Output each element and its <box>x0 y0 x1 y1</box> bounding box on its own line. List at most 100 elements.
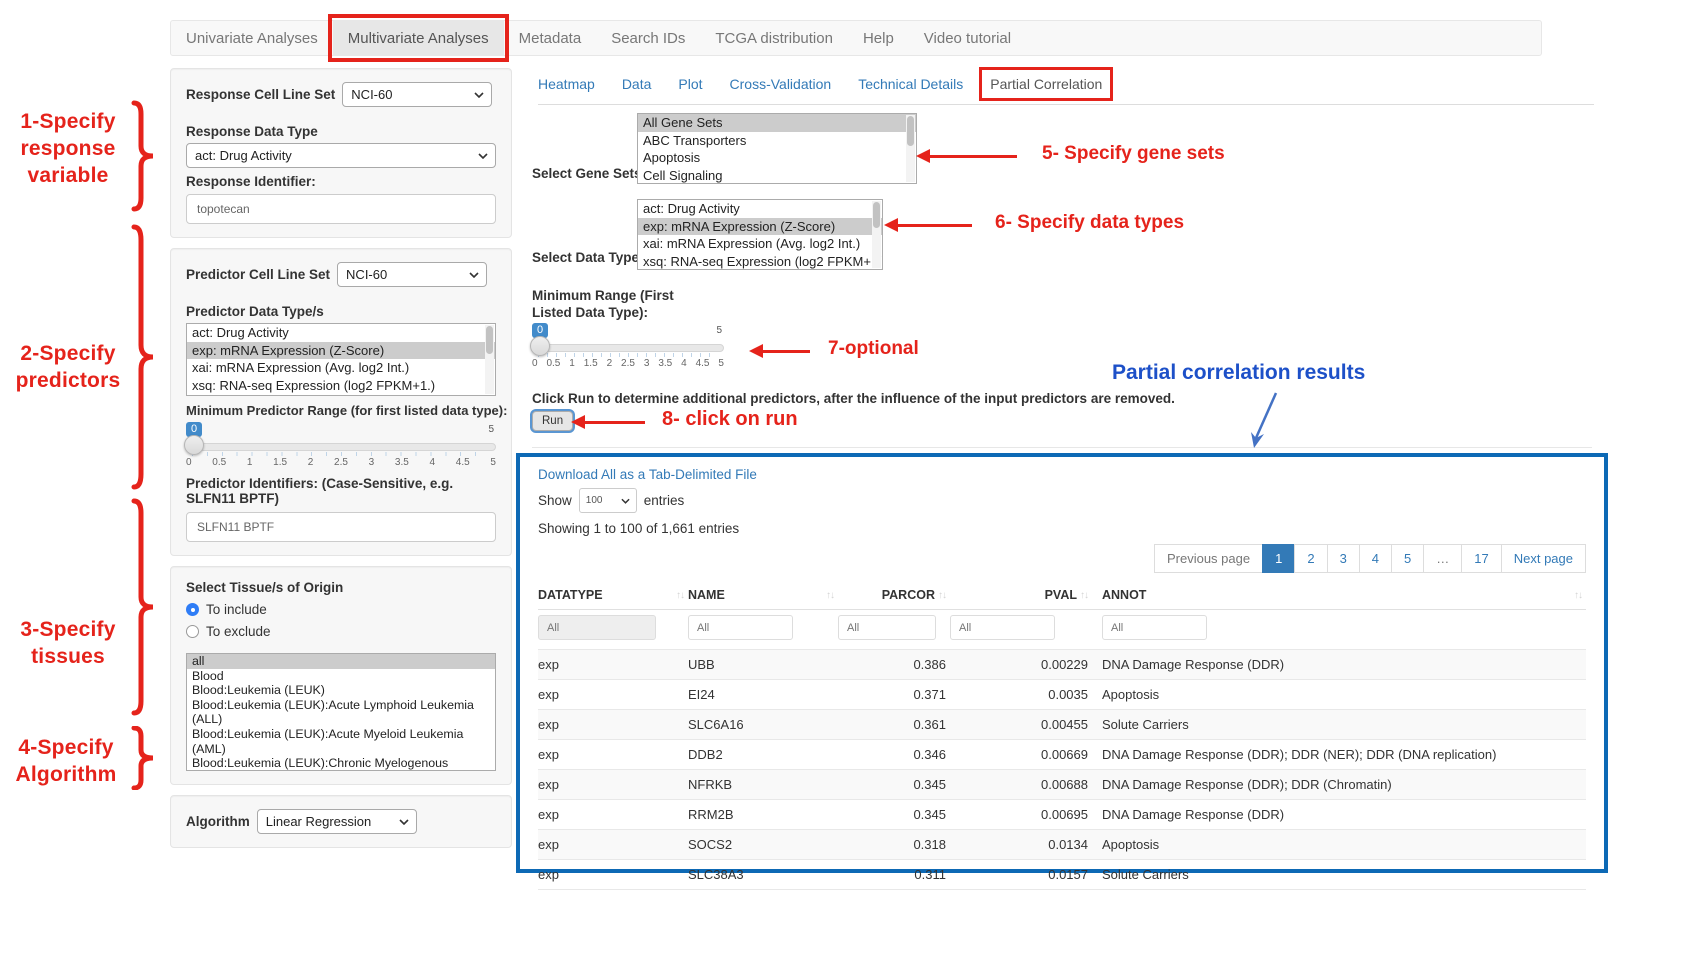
showing-entries-text: Showing 1 to 100 of 1,661 entries <box>538 521 740 536</box>
option-apoptosis[interactable]: Apoptosis <box>643 150 701 165</box>
option-tissue-all[interactable]: all <box>187 654 495 669</box>
column-header-parcor[interactable]: PARCOR ↑↓ <box>838 581 950 610</box>
top-navbar: Univariate Analyses Multivariate Analyse… <box>170 14 1542 62</box>
predictor-cell-line-set-select[interactable]: NCI-60 <box>337 262 488 287</box>
predictor-data-types-listbox: act: Drug Activity exp: mRNA Expression … <box>186 323 496 396</box>
option-tissue-blood[interactable]: Blood <box>192 668 224 683</box>
radio-include[interactable] <box>186 603 199 616</box>
pager-page-5[interactable]: 5 <box>1391 544 1425 573</box>
response-data-type-select[interactable]: act: Drug Activity <box>186 143 496 168</box>
filter-name[interactable] <box>688 615 793 640</box>
tab-plot[interactable]: Plot <box>678 76 703 92</box>
tab-technical-details[interactable]: Technical Details <box>858 76 964 92</box>
radio-exclude[interactable] <box>186 625 199 638</box>
algorithm-section: Algorithm Linear Regression <box>170 795 512 848</box>
response-cell-line-set-select[interactable]: NCI-60 <box>342 82 493 107</box>
option-all-gene-sets[interactable]: All Gene Sets <box>638 114 916 132</box>
option-xsq-rnaseq[interactable]: xsq: RNA-seq Expression (log2 FPKM+1.) <box>192 377 436 393</box>
tab-data[interactable]: Data <box>621 76 652 92</box>
response-cell-line-set-label: Response Cell Line Set <box>186 87 336 102</box>
nav-item-video-tutorial[interactable]: Video tutorial <box>923 29 1012 47</box>
scrollbar-thumb[interactable] <box>486 326 493 354</box>
option-tissue-cml[interactable]: Blood:Leukemia (LEUK):Chronic Myelogenou… <box>192 756 449 771</box>
tissue-section: Select Tissue/s of Origin To include To … <box>170 566 512 785</box>
predictor-cell-line-set-label: Predictor Cell Line Set <box>186 267 331 282</box>
scrollbar-thumb[interactable] <box>907 116 914 146</box>
pager-previous[interactable]: Previous page <box>1153 544 1264 573</box>
sort-icon[interactable]: ↑↓ <box>676 589 685 601</box>
annotation-step3: 3-Specify tissues <box>20 618 116 668</box>
option-cell-signaling[interactable]: Cell Signaling <box>643 167 723 183</box>
option-xsq-rnaseq[interactable]: xsq: RNA-seq Expression (log2 FPKM+1.) <box>643 253 883 269</box>
divider <box>532 447 1592 448</box>
filter-datatype[interactable] <box>538 615 656 640</box>
nav-item-metadata[interactable]: Metadata <box>518 29 582 47</box>
option-exp-mrna-zscore[interactable]: exp: mRNA Expression (Z-Score) <box>638 217 882 235</box>
pager-page-3[interactable]: 3 <box>1326 544 1360 573</box>
annotation-step2: 2-Specify predictors <box>15 342 121 392</box>
pager-page-1[interactable]: 1 <box>1262 544 1296 573</box>
slider-tick-labels: 0 0.5 1 1.5 2 2.5 3 3.5 4 4.5 5 <box>186 457 496 468</box>
option-tissue-leuk[interactable]: Blood:Leukemia (LEUK) <box>192 683 325 698</box>
nav-item-univariate-analyses[interactable]: Univariate Analyses <box>186 29 318 47</box>
table-row: exp DDB2 0.346 0.00669 DNA Damage Response (… <box>538 739 1586 770</box>
brace-predictors <box>131 224 154 490</box>
option-act-drug-activity[interactable]: act: Drug Activity <box>643 201 740 216</box>
option-xai-mrna[interactable]: xai: mRNA Expression (Avg. log2 Int.) <box>643 236 861 251</box>
scrollbar-thumb[interactable] <box>873 202 880 228</box>
filter-pval[interactable] <box>950 615 1055 640</box>
pager-page-4[interactable]: 4 <box>1358 544 1393 573</box>
filter-annot[interactable] <box>1102 615 1207 640</box>
nav-item-help[interactable]: Help <box>862 29 894 47</box>
select-gene-sets-label: Select Gene Sets <box>532 166 642 181</box>
option-abc-transporters[interactable]: ABC Transporters <box>643 132 747 148</box>
nav-item-tcga-distribution[interactable]: TCGA distribution <box>715 29 833 47</box>
sort-icon[interactable]: ↑↓ <box>1080 589 1089 601</box>
option-exp-mrna-zscore[interactable]: exp: mRNA Expression (Z-Score) <box>187 341 495 359</box>
slider-track[interactable] <box>186 443 496 451</box>
min-predictor-range-label: Minimum Predictor Range (for first liste… <box>186 403 508 418</box>
arrow-to-data-types <box>884 218 972 232</box>
option-xai-mrna[interactable]: xai: mRNA Expression (Avg. log2 Int.) <box>192 360 410 375</box>
annotation-step7: 7-optional <box>828 338 919 359</box>
pager-page-2[interactable]: 2 <box>1294 544 1328 573</box>
option-act-drug-activity[interactable]: act: Drug Activity <box>192 325 289 340</box>
table-row: exp SLC6A16 0.361 0.00455 Solute Carriers <box>538 709 1586 740</box>
predictor-identifiers-label: Predictor Identifiers: (Case-Sensitive, … <box>186 476 454 506</box>
pager-ellipsis: … <box>1423 544 1463 573</box>
entries-label: entries <box>643 493 685 508</box>
tab-cross-validation[interactable]: Cross-Validation <box>729 76 832 92</box>
response-identifier-input[interactable] <box>186 194 496 224</box>
download-link[interactable]: Download All as a Tab-Delimited File <box>538 467 757 482</box>
tab-heatmap[interactable]: Heatmap <box>538 76 595 92</box>
sort-icon[interactable]: ↑↓ <box>938 589 947 601</box>
slider-handle[interactable] <box>184 435 204 455</box>
algorithm-select[interactable]: Linear Regression <box>256 809 417 834</box>
brace-algorithm <box>131 726 154 790</box>
slider-handle[interactable] <box>530 336 550 356</box>
page-size-select[interactable]: 100 <box>578 488 637 513</box>
sort-icon[interactable]: ↑↓ <box>826 589 835 601</box>
chevron-down-icon <box>399 818 409 825</box>
column-header-name[interactable]: NAME ↑↓ <box>688 581 838 610</box>
pager-page-17[interactable]: 17 <box>1461 544 1502 573</box>
sort-icon[interactable]: ↑↓ <box>1574 589 1583 601</box>
column-header-annot[interactable]: ANNOT ↑↓ <box>1092 581 1586 610</box>
nav-item-multivariate-analyses[interactable]: Multivariate Analyses <box>327 14 509 62</box>
run-instruction: Click Run to determine additional predic… <box>532 391 1175 406</box>
predictor-identifiers-input[interactable] <box>186 512 496 542</box>
predictor-data-types-label: Predictor Data Type/s <box>186 304 324 319</box>
option-tissue-all-leukemia[interactable]: Blood:Leukemia (LEUK):Acute Lymphoid Leu… <box>192 697 474 727</box>
column-header-datatype[interactable]: DATATYPE ↑↓ <box>538 581 688 610</box>
tab-partial-correlation[interactable]: Partial Correlation <box>979 67 1114 101</box>
column-header-pval[interactable]: PVAL ↑↓ <box>950 581 1092 610</box>
option-tissue-aml[interactable]: Blood:Leukemia (LEUK):Acute Myeloid Leuk… <box>192 726 464 756</box>
chevron-down-icon <box>474 91 484 98</box>
filter-parcor[interactable] <box>838 615 936 640</box>
nav-item-search-ids[interactable]: Search IDs <box>611 29 686 47</box>
slider-track[interactable] <box>532 344 724 352</box>
table-row: exp UBB 0.386 0.00229 DNA Damage Response (D… <box>538 649 1586 680</box>
chevron-down-icon <box>469 271 479 278</box>
arrow-to-gene-sets <box>916 149 1017 163</box>
pager-next[interactable]: Next page <box>1500 544 1586 573</box>
